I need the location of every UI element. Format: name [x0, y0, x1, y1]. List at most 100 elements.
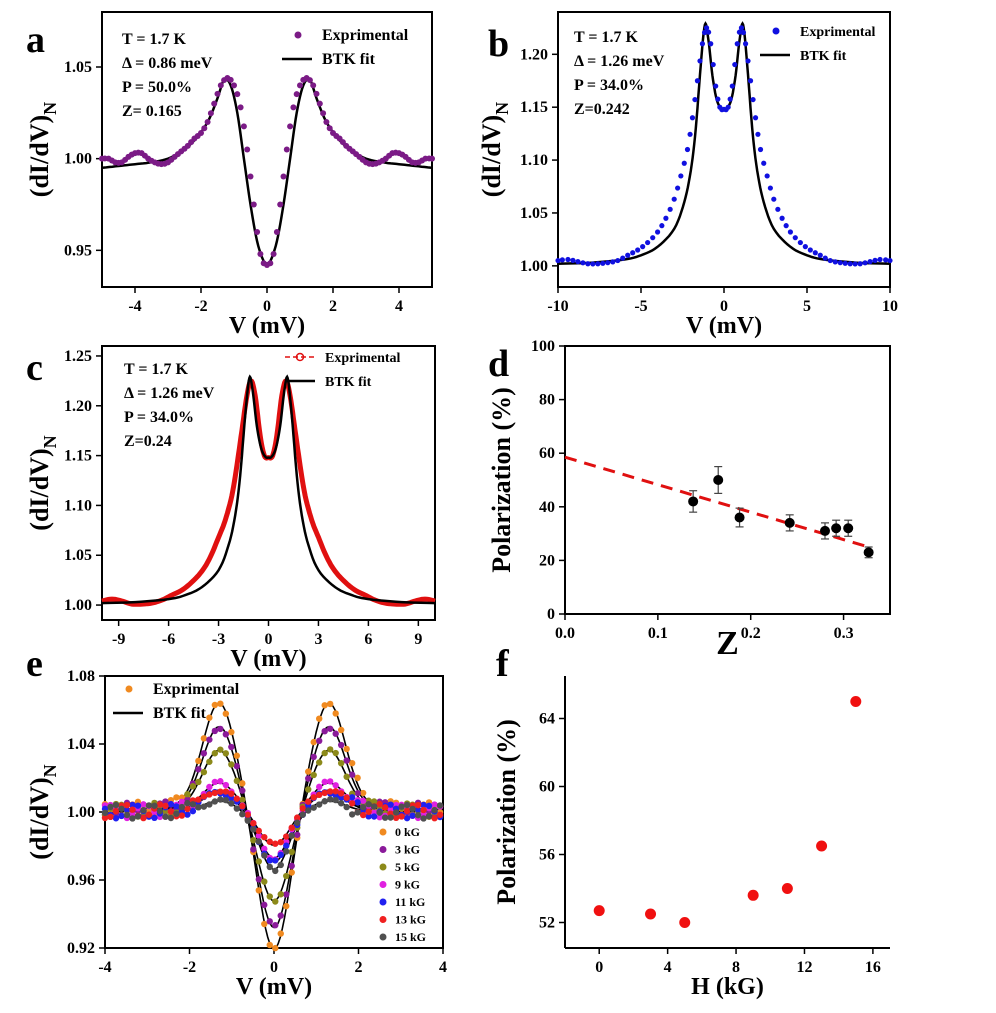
- data-point: [217, 746, 224, 753]
- data-point: [376, 814, 383, 821]
- x-tick-label: -4: [128, 298, 141, 315]
- data-point: [663, 215, 669, 221]
- data-point: [162, 802, 169, 810]
- x-tick-label: 0: [720, 298, 728, 315]
- x-axis-label: V (mV): [686, 313, 762, 339]
- data-point: [277, 912, 284, 919]
- data-point: [332, 796, 339, 804]
- data-point: [761, 160, 767, 166]
- data-point: [740, 29, 747, 36]
- data-point: [605, 260, 611, 266]
- y-axis-label-sub: N: [40, 764, 60, 777]
- x-tick-label: 8: [732, 959, 740, 976]
- y-tick-label: 0: [547, 606, 555, 623]
- data-point: [387, 814, 394, 821]
- data-point: [359, 797, 367, 804]
- x-tick-label: 0.3: [834, 625, 854, 642]
- data-point: [559, 257, 565, 263]
- data-point: [701, 29, 708, 36]
- data-point: [244, 811, 252, 819]
- y-axis-label: (dI/dV)N: [25, 435, 60, 530]
- data-point: [699, 41, 706, 47]
- data-point: [261, 901, 268, 909]
- data-point: [316, 783, 323, 791]
- x-tick-label: 16: [865, 959, 881, 976]
- data-point: [555, 257, 561, 264]
- data-point: [129, 801, 136, 809]
- data-point: [310, 804, 317, 811]
- legend-label: BTK fit: [800, 49, 847, 64]
- data-point: [222, 781, 230, 789]
- data-point: [195, 757, 202, 765]
- annotation-line: Z= 0.165: [122, 103, 182, 120]
- data-point: [211, 100, 218, 107]
- y-tick-label: 80: [539, 392, 555, 409]
- data-point: [211, 778, 219, 786]
- data-point: [123, 801, 131, 809]
- data-point: [316, 801, 323, 808]
- data-point: [231, 82, 237, 89]
- annotation-line: Δ = 1.26 meV: [124, 385, 215, 402]
- data-point: [305, 768, 312, 775]
- legend-label: BTK fit: [322, 51, 376, 68]
- data-point: [692, 96, 698, 103]
- x-tick-label: -2: [183, 959, 196, 976]
- legend-label: 3 kG: [395, 843, 420, 857]
- data-point: [694, 78, 701, 84]
- data-point: [332, 730, 339, 737]
- data-point: [250, 820, 257, 827]
- legend-label: Exprimental: [800, 25, 876, 40]
- data-point: [162, 798, 169, 805]
- data-point: [173, 794, 180, 801]
- data-point: [283, 833, 290, 840]
- data-point: [585, 261, 591, 267]
- data-point: [233, 752, 241, 759]
- data-point: [784, 517, 795, 528]
- data-point: [244, 817, 252, 824]
- x-tick-label: -2: [194, 298, 207, 315]
- data-point: [257, 251, 264, 257]
- data-point: [332, 749, 339, 757]
- data-point: [299, 805, 306, 812]
- data-point: [348, 794, 356, 801]
- data-point: [255, 887, 262, 894]
- data-point: [565, 256, 571, 263]
- data-point: [822, 255, 828, 261]
- x-tick-label: 9: [414, 631, 422, 648]
- data-point: [228, 743, 235, 751]
- y-tick-label: 0.96: [67, 872, 95, 889]
- y-axis-label-sub: N: [492, 102, 512, 115]
- legend-label: 13 kG: [395, 913, 426, 927]
- data-point: [233, 762, 241, 770]
- annotation-line: Z=0.24: [124, 433, 172, 450]
- data-point: [270, 251, 277, 257]
- panel-c-chart: -9 -6 -3 0 3 6 9 1.00 1.05 1.10 1.15 1.20 1.25 V (mV)…: [25, 345, 436, 672]
- data-point: [156, 807, 164, 815]
- data-point: [365, 813, 372, 820]
- x-tick-label: -5: [634, 298, 647, 315]
- legend-marker: [125, 685, 133, 693]
- data-point: [310, 771, 317, 779]
- data-point: [293, 91, 300, 98]
- data-point: [337, 760, 345, 767]
- trend-line: [564, 455, 870, 549]
- annotation-line: T = 1.7 K: [124, 361, 189, 378]
- data-point: [207, 110, 214, 117]
- data-point: [118, 812, 125, 820]
- x-tick-label: 0: [265, 631, 273, 648]
- data-point: [283, 902, 290, 910]
- data-point: [316, 737, 323, 745]
- data-point: [217, 778, 224, 785]
- data-point: [211, 798, 219, 805]
- data-point: [266, 857, 273, 864]
- data-point: [140, 801, 147, 808]
- legend-marker: [379, 828, 387, 836]
- data-point: [645, 908, 657, 920]
- data-point: [755, 131, 761, 137]
- legend-marker: [379, 898, 387, 906]
- y-tick-label: 1.15: [520, 99, 548, 116]
- data-point: [112, 801, 120, 809]
- data-point: [850, 696, 862, 707]
- data-point: [877, 256, 883, 263]
- data-point: [280, 173, 287, 180]
